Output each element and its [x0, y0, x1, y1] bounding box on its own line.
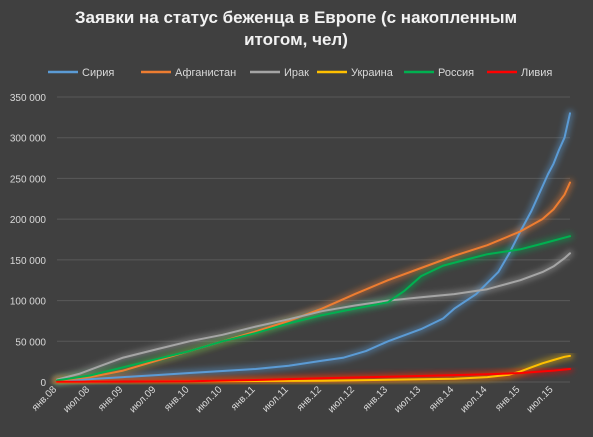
x-tick-label: июл.10 [194, 384, 225, 415]
legend-label: Афганистан [175, 67, 236, 79]
x-tick-label: янв.15 [493, 384, 522, 413]
x-axis: янв.08 июл.08 янв.09 июл.09 янв.10 июл.10 янв.… [30, 384, 556, 415]
x-tick-label: янв.12 [295, 384, 324, 413]
legend-label: Украина [351, 67, 394, 79]
x-tick-label: июл.13 [392, 384, 423, 415]
y-tick-label: 0 [40, 378, 46, 389]
x-tick-label: янв.09 [96, 384, 125, 413]
x-tick-label: янв.14 [427, 384, 456, 413]
y-tick-label: 100 000 [10, 297, 47, 308]
chart-title-line-2: итогом, чел) [244, 30, 348, 49]
y-axis: 0 50 000 100 000 150 000 200 000 250 000 300 0… [10, 93, 47, 389]
x-tick-label: июл.09 [128, 384, 159, 415]
x-tick-label: янв.13 [361, 384, 390, 413]
y-tick-label: 300 000 [10, 134, 47, 145]
series-line [56, 112, 571, 382]
series-line [56, 235, 571, 382]
series-glow [53, 109, 574, 385]
x-tick-label: июл.08 [61, 384, 92, 415]
legend-label: Сирия [82, 67, 114, 79]
y-tick-label: 250 000 [10, 174, 47, 185]
chart-title-line-1: Заявки на статус беженца в Европе (с нак… [75, 8, 517, 27]
x-tick-label: янв.10 [162, 384, 191, 413]
y-tick-label: 50 000 [15, 337, 46, 348]
legend: Сирия Афганистан Ирак Украина Россия Ливия [48, 67, 552, 79]
legend-label: Ирак [284, 67, 309, 79]
y-tick-label: 150 000 [10, 256, 47, 267]
x-tick-label: июл.12 [326, 384, 357, 415]
x-tick-label: янв.11 [229, 384, 258, 413]
y-tick-label: 350 000 [10, 93, 47, 104]
series-line [56, 252, 571, 381]
y-tick-label: 200 000 [10, 215, 47, 226]
legend-label: Ливия [521, 67, 552, 79]
legend-label: Россия [438, 67, 474, 79]
series-line [56, 368, 571, 383]
x-tick-label: июл.14 [459, 384, 490, 415]
series-line [56, 181, 571, 382]
x-tick-label: июл.15 [525, 384, 556, 415]
series-lines [56, 112, 571, 383]
x-tick-label: июл.11 [260, 384, 291, 415]
grid [57, 96, 570, 383]
